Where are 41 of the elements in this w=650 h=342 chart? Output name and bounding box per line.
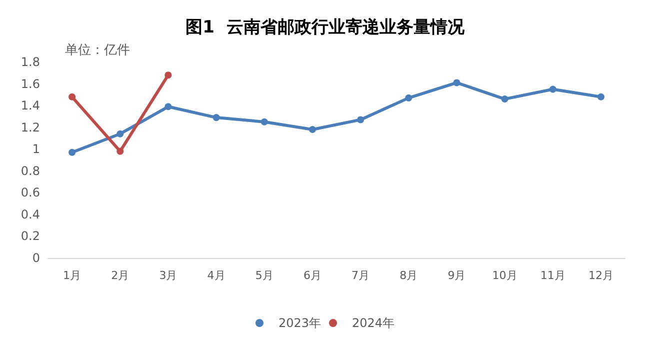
y-tick-label: 1.4 (20, 98, 40, 113)
y-tick-label: 1.6 (20, 76, 40, 91)
y-tick-label: 1 (32, 142, 40, 156)
legend-label: 2023年 (278, 316, 322, 330)
point (212, 114, 220, 122)
x-tick-label: 9月 (448, 269, 466, 282)
point (164, 72, 172, 79)
point (501, 96, 508, 103)
point (164, 103, 172, 110)
x-tick-label: 1月 (63, 269, 82, 282)
point (308, 126, 316, 134)
y-tick-label: 1.8 (20, 55, 40, 69)
point (260, 118, 268, 126)
y-tick-label: 0 (32, 251, 40, 265)
point (116, 130, 124, 138)
x-tick-label: 11月 (540, 269, 566, 282)
y-tick-label: 0.8 (20, 164, 40, 178)
point (597, 93, 604, 100)
x-tick-label: 8月 (400, 269, 418, 282)
point (68, 93, 76, 100)
point (405, 94, 412, 102)
x-tick-label: 3月 (159, 269, 178, 282)
legend-label: 2024年 (352, 316, 395, 330)
y-tick-label: 0.4 (20, 207, 40, 222)
point (116, 148, 124, 155)
x-tick-label: 7月 (352, 269, 370, 282)
x-tick-label: 6月 (303, 269, 322, 282)
x-tick-label: 12月 (588, 269, 614, 282)
x-tick-label: 5月 (255, 269, 274, 282)
point (549, 86, 556, 93)
x-tick-label: 2月 (111, 269, 130, 282)
chart-title: 图1 云南省邮政行业寄递业务量情况 (186, 18, 466, 38)
point (357, 116, 364, 124)
y-tick-label: 1.2 (20, 120, 40, 134)
point (453, 79, 460, 86)
x-tick-label: 4月 (207, 269, 226, 282)
point (68, 148, 76, 156)
y-tick-label: 0.2 (20, 229, 40, 244)
x-tick-label: 10月 (492, 269, 518, 282)
text: 单位：亿件 (65, 43, 130, 58)
y-tick-label: 0.6 (20, 186, 40, 200)
